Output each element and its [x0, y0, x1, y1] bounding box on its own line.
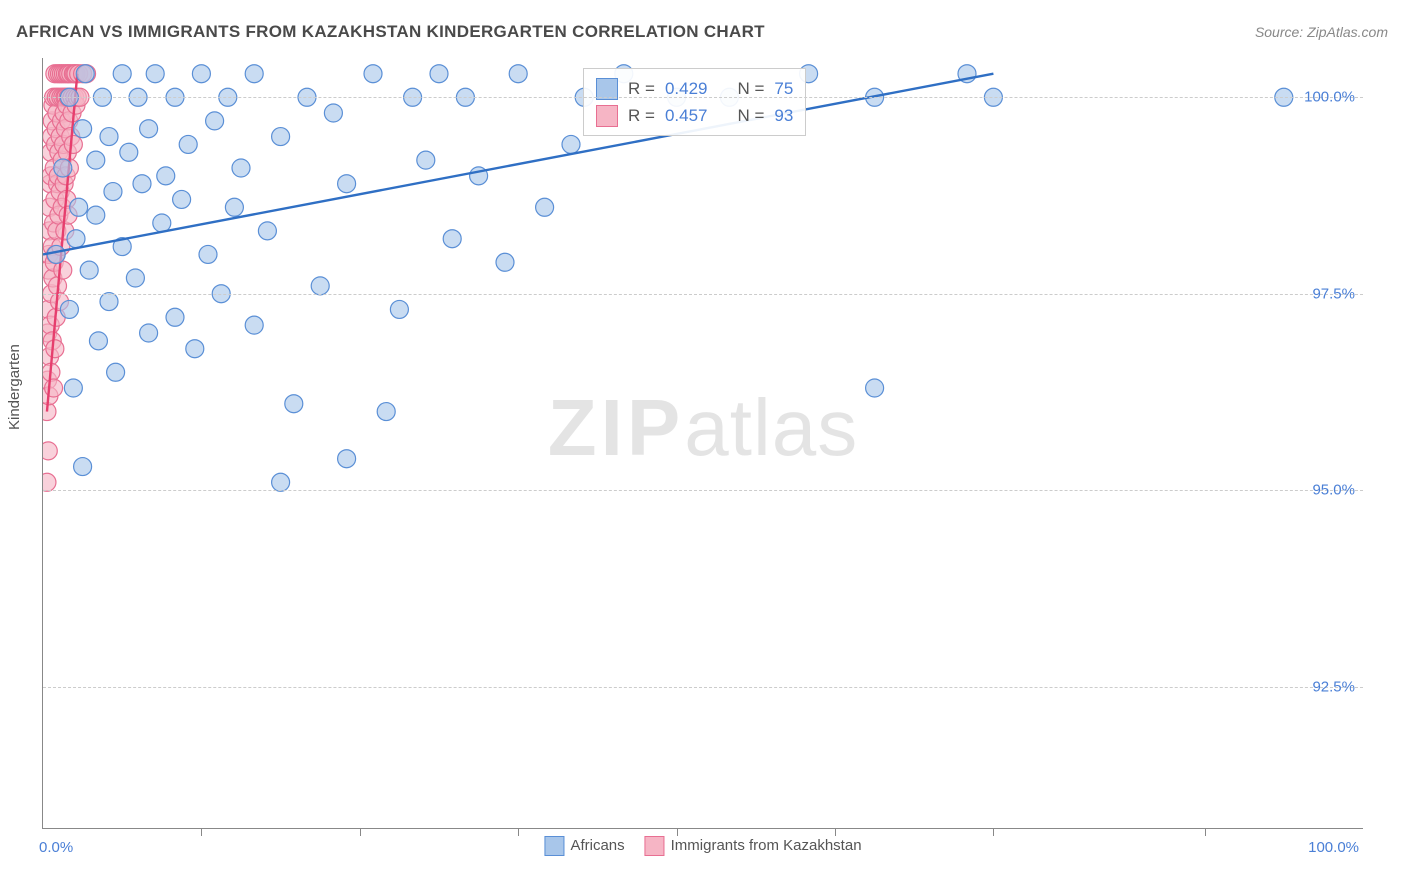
y-tick-label: 97.5%: [1312, 285, 1355, 302]
data-point: [43, 473, 56, 491]
data-point: [186, 340, 204, 358]
data-point: [126, 269, 144, 287]
source-label: Source: ZipAtlas.com: [1255, 24, 1388, 40]
data-point: [54, 159, 72, 177]
data-point: [64, 135, 82, 153]
data-point: [43, 442, 57, 460]
data-point: [104, 183, 122, 201]
stat-r-label: R =: [628, 102, 655, 129]
legend-label-pink: Immigrants from Kazakhstan: [671, 837, 862, 854]
data-point: [140, 324, 158, 342]
data-point: [245, 316, 263, 334]
data-point: [45, 379, 63, 397]
data-point: [225, 198, 243, 216]
trend-line: [43, 74, 993, 255]
gridline: [43, 687, 1363, 688]
data-point: [272, 128, 290, 146]
data-point: [76, 65, 94, 83]
swatch-blue: [596, 78, 618, 100]
data-point: [245, 65, 263, 83]
data-point: [258, 222, 276, 240]
data-point: [443, 230, 461, 248]
data-point: [47, 245, 65, 263]
legend-swatch-pink: [645, 836, 665, 856]
data-point: [64, 379, 82, 397]
data-point: [107, 363, 125, 381]
data-point: [390, 300, 408, 318]
data-point: [417, 151, 435, 169]
stat-n-label: N =: [737, 102, 764, 129]
data-point: [157, 167, 175, 185]
data-point: [70, 198, 88, 216]
y-axis-label: Kindergarten: [6, 344, 23, 430]
stat-r-pink: 0.457: [665, 102, 708, 129]
data-point: [377, 403, 395, 421]
legend-label-blue: Africans: [570, 837, 624, 854]
y-tick-label: 95.0%: [1312, 482, 1355, 499]
y-tick-label: 100.0%: [1304, 89, 1355, 106]
data-point: [430, 65, 448, 83]
x-axis-min-label: 0.0%: [39, 839, 73, 856]
data-point: [866, 379, 884, 397]
x-tick: [993, 828, 994, 836]
data-point: [285, 395, 303, 413]
data-point: [87, 151, 105, 169]
x-tick: [360, 828, 361, 836]
x-tick: [1205, 828, 1206, 836]
data-point: [89, 332, 107, 350]
data-point: [133, 175, 151, 193]
data-point: [311, 277, 329, 295]
data-point: [80, 261, 98, 279]
gridline: [43, 490, 1363, 491]
data-point: [100, 293, 118, 311]
data-point: [140, 120, 158, 138]
data-point: [166, 308, 184, 326]
stat-n-pink: 93: [774, 102, 793, 129]
y-tick-label: 92.5%: [1312, 678, 1355, 695]
data-point: [100, 128, 118, 146]
data-point: [338, 450, 356, 468]
data-point: [272, 473, 290, 491]
plot-area: R = 0.429 N = 75 R = 0.457 N = 93 ZIPatl…: [42, 58, 1363, 829]
data-point: [113, 65, 131, 83]
x-tick: [518, 828, 519, 836]
data-point: [536, 198, 554, 216]
data-point: [120, 143, 138, 161]
stats-row-pink: R = 0.457 N = 93: [596, 102, 793, 129]
data-point: [146, 65, 164, 83]
data-point: [199, 245, 217, 263]
data-point: [74, 458, 92, 476]
x-tick: [201, 828, 202, 836]
legend-item-blue: Africans: [544, 836, 624, 856]
legend: Africans Immigrants from Kazakhstan: [544, 836, 861, 856]
x-tick: [677, 828, 678, 836]
data-point: [74, 120, 92, 138]
chart-title: AFRICAN VS IMMIGRANTS FROM KAZAKHSTAN KI…: [16, 22, 765, 42]
gridline: [43, 294, 1363, 295]
legend-item-pink: Immigrants from Kazakhstan: [645, 836, 862, 856]
x-axis-max-label: 100.0%: [1308, 839, 1359, 856]
data-point: [338, 175, 356, 193]
data-point: [87, 206, 105, 224]
data-point: [153, 214, 171, 232]
data-point: [67, 230, 85, 248]
data-point: [496, 253, 514, 271]
x-tick: [835, 828, 836, 836]
legend-swatch-blue: [544, 836, 564, 856]
data-point: [60, 300, 78, 318]
data-point: [364, 65, 382, 83]
data-point: [192, 65, 210, 83]
correlation-stats-box: R = 0.429 N = 75 R = 0.457 N = 93: [583, 68, 806, 136]
data-point: [179, 135, 197, 153]
data-point: [324, 104, 342, 122]
swatch-pink: [596, 105, 618, 127]
scatter-svg: [43, 58, 1363, 828]
data-point: [562, 135, 580, 153]
data-point: [173, 190, 191, 208]
data-point: [206, 112, 224, 130]
data-point: [46, 340, 64, 358]
data-point: [509, 65, 527, 83]
data-point: [232, 159, 250, 177]
gridline: [43, 97, 1363, 98]
